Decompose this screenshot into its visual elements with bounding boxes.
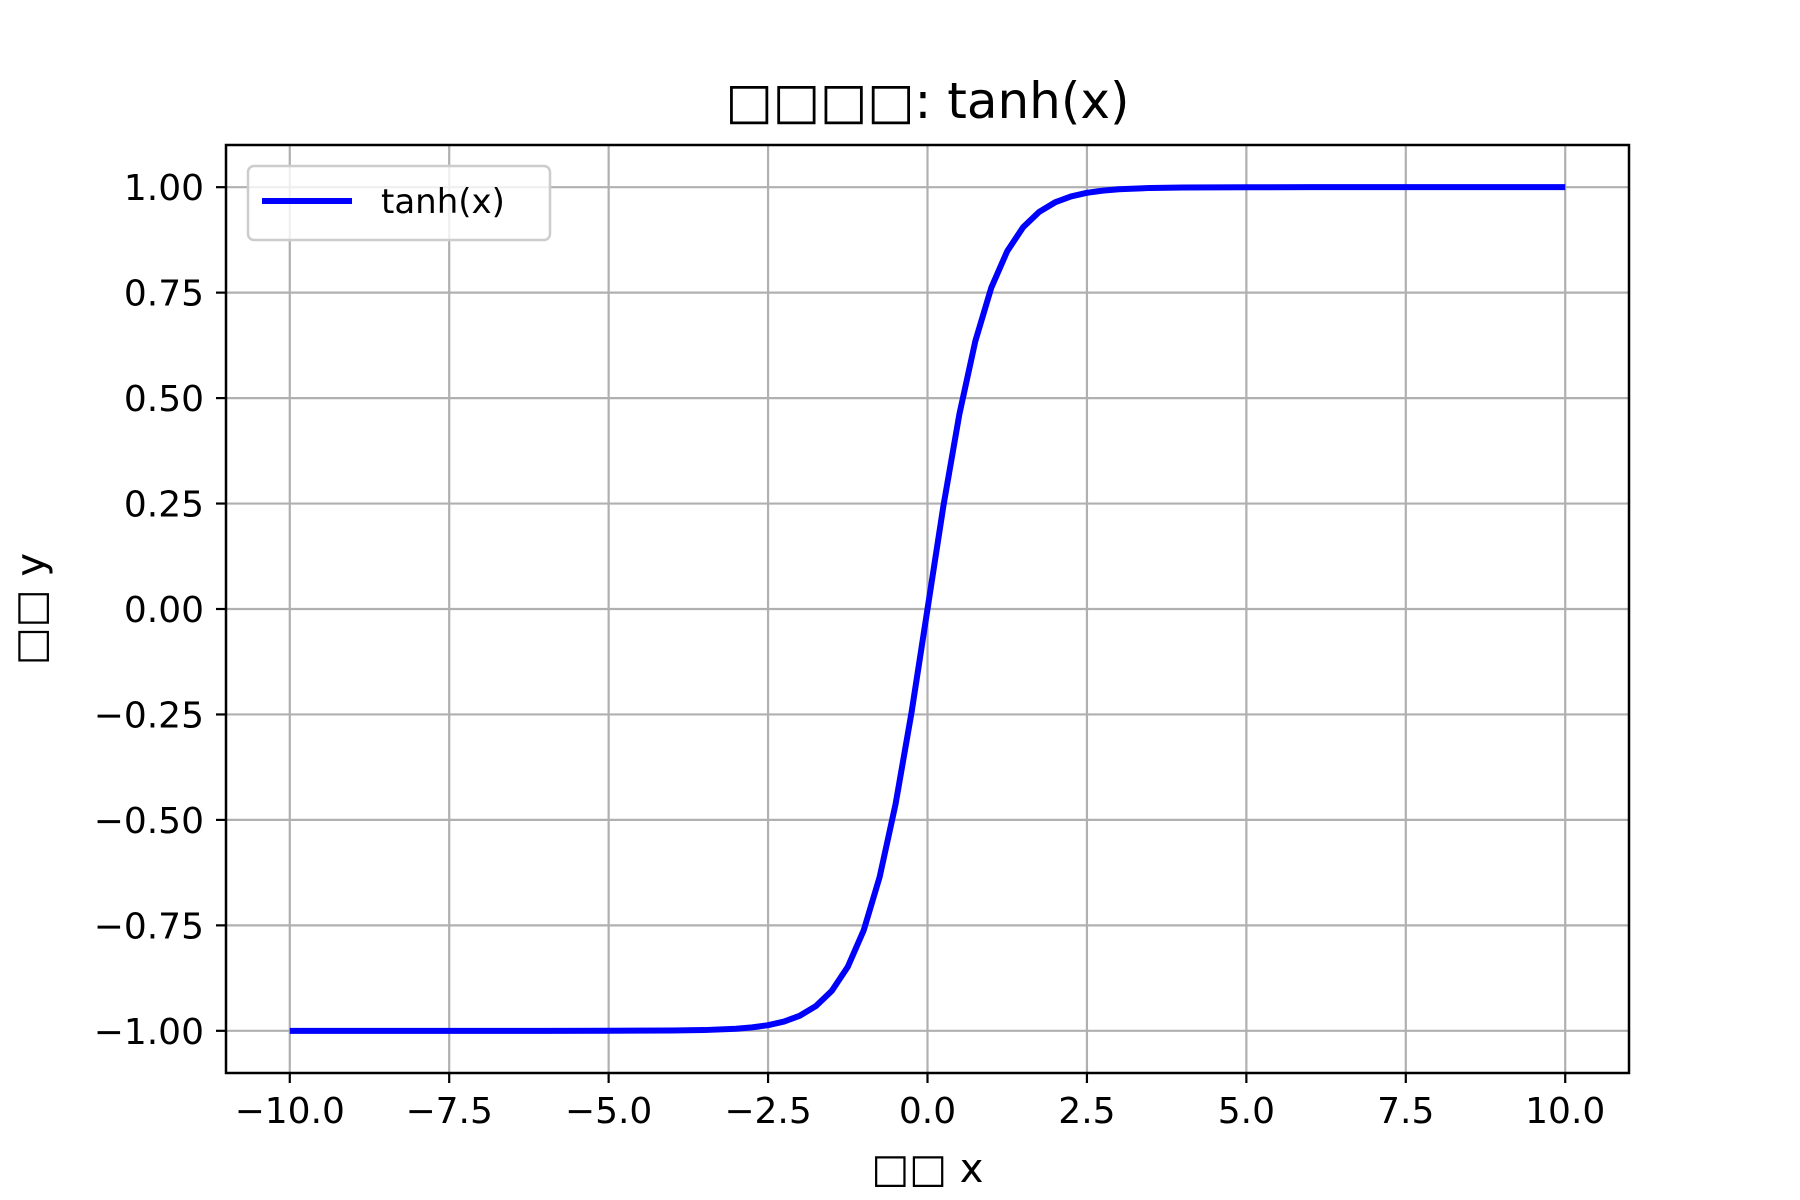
legend-box	[246, 164, 552, 242]
x-tick-label: 0.0	[899, 1091, 956, 1132]
y-axis-title: □□ y	[8, 553, 54, 665]
y-tick-label: 0.75	[124, 274, 204, 315]
y-tick-label: 0.00	[124, 590, 204, 631]
ticks-layer: −10.0 −7.5 −5.0 −2.5 0.0 2.5 5.0 7.5 10.0 −1.00 −0…	[94, 168, 1606, 1132]
x-tick-label: −5.0	[565, 1091, 652, 1132]
y-tick-label: 0.50	[124, 379, 204, 420]
x-tick-label: 10.0	[1525, 1091, 1605, 1132]
legend: tanh(x)	[246, 164, 552, 242]
x-axis-title: □□ x	[872, 1146, 984, 1192]
y-tick-label: −0.25	[94, 695, 204, 736]
chart-title: □□□□: tanh(x)	[726, 72, 1130, 130]
series-line-tanh	[289, 184, 1566, 1034]
y-tick-label: 0.25	[124, 485, 204, 526]
y-tick-label: −0.50	[94, 801, 204, 842]
x-tick-label: −2.5	[724, 1091, 811, 1132]
y-tick-label: −1.00	[94, 1012, 204, 1053]
legend-label: tanh(x)	[381, 182, 505, 222]
y-tick-label: 1.00	[124, 168, 204, 209]
x-tick-label: −10.0	[235, 1091, 345, 1132]
series-layer	[289, 184, 1566, 1034]
x-tick-label: −7.5	[405, 1091, 492, 1132]
x-tick-label: 2.5	[1058, 1091, 1115, 1132]
x-tick-label: 7.5	[1377, 1091, 1434, 1132]
x-tick-label: 5.0	[1218, 1091, 1275, 1132]
y-tick-label: −0.75	[94, 906, 204, 947]
